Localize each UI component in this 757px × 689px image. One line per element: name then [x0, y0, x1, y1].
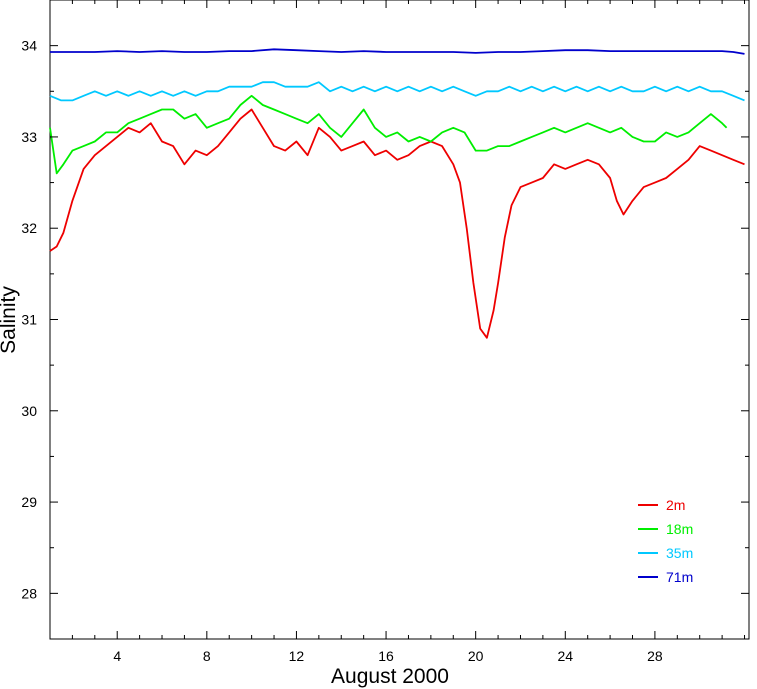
series-line-71m	[50, 48, 745, 55]
x-tick-label: 28	[647, 648, 663, 664]
y-tick-label: 28	[21, 585, 37, 601]
y-tick-label: 32	[21, 220, 37, 236]
legend: 2m 18m 35m 71m	[638, 497, 693, 585]
legend-label-71m: 71m	[666, 569, 693, 585]
x-tick-label: 8	[203, 648, 211, 664]
legend-label-18m: 18m	[666, 521, 693, 537]
x-tick-label: 16	[378, 648, 394, 664]
y-tick-label: 29	[21, 494, 37, 510]
y-tick-label: 34	[21, 38, 37, 54]
x-tick-label: 24	[557, 648, 573, 664]
x-axis-title: August 2000	[331, 665, 449, 688]
y-tick-label: 30	[21, 403, 37, 419]
y-axis-title: Salinity	[0, 286, 20, 354]
series-line-2m	[49, 108, 745, 339]
series-line-18m	[49, 94, 728, 175]
y-tick-label: 33	[21, 129, 37, 145]
tick-layer: 4 8 12 16 20 24 28 28 29 30 31 32 33 34	[21, 0, 749, 664]
x-tick-label: 20	[468, 648, 484, 664]
x-tick-label: 4	[113, 648, 121, 664]
legend-label-35m: 35m	[666, 545, 693, 561]
legend-label-2m: 2m	[666, 497, 685, 513]
series-line-35m	[49, 81, 745, 102]
series-layer	[49, 48, 745, 339]
y-tick-label: 31	[21, 312, 37, 328]
plot-frame	[49, 0, 750, 640]
x-tick-label: 12	[289, 648, 305, 664]
